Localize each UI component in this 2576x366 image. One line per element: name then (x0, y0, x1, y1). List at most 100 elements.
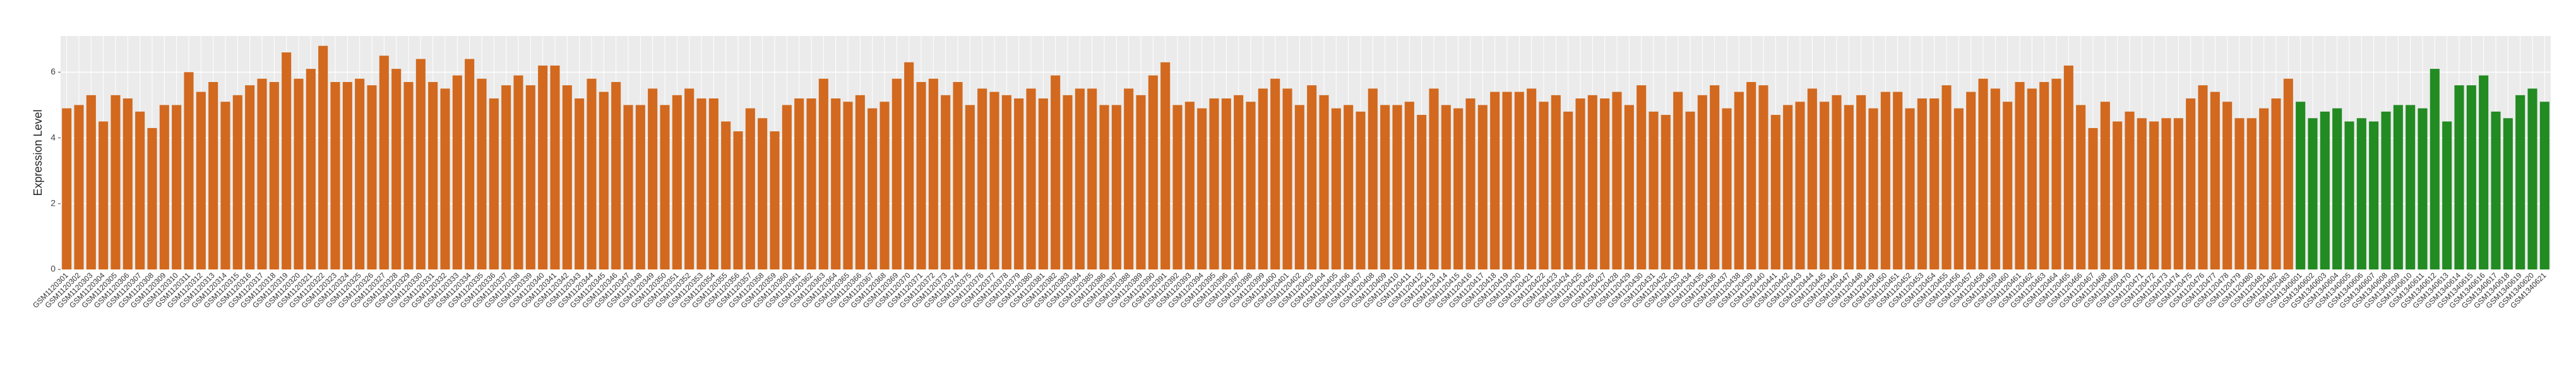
bar (550, 65, 560, 270)
bar (904, 62, 914, 270)
bar (477, 78, 487, 270)
bar (245, 85, 255, 270)
plot-background (61, 36, 2551, 269)
bar (1270, 78, 1280, 270)
bar (1075, 88, 1085, 269)
bar (172, 105, 182, 269)
bar (122, 98, 133, 269)
bar (1734, 92, 1744, 269)
bar (1234, 95, 1244, 270)
bar (1136, 95, 1146, 270)
bar (1649, 111, 1659, 269)
bar (953, 81, 963, 269)
bar (1697, 95, 1707, 270)
bar (342, 81, 352, 269)
bar (2003, 102, 2013, 270)
bar (2271, 98, 2281, 269)
bar (1404, 102, 1414, 270)
bar (1856, 95, 1866, 270)
bar (1746, 81, 1756, 269)
bar (2259, 108, 2269, 269)
bar (2369, 121, 2379, 269)
bar (1612, 92, 1622, 269)
bar (977, 88, 987, 269)
bar (1783, 105, 1793, 269)
bar (367, 85, 377, 270)
bar (1148, 75, 1158, 269)
bar (721, 121, 731, 269)
bar (880, 102, 890, 270)
bar (2051, 78, 2061, 270)
bar (1344, 105, 1354, 269)
bar (1587, 95, 1597, 270)
bar (648, 88, 658, 269)
bar (2088, 127, 2098, 269)
bar (1319, 95, 1329, 270)
bar (2039, 81, 2049, 269)
bar (1172, 105, 1183, 269)
bar (623, 105, 633, 269)
bar (684, 88, 695, 269)
bar (1661, 115, 1671, 269)
bar (2442, 121, 2452, 269)
bar (1197, 108, 1207, 269)
bar (1368, 88, 1378, 269)
bar (184, 72, 194, 269)
bar (1099, 105, 1109, 269)
bar (2173, 118, 2183, 269)
bar (1893, 92, 1903, 269)
bar (403, 81, 414, 269)
y-tick-label: 2 (51, 198, 56, 208)
bar (330, 81, 340, 269)
bar (2406, 105, 2416, 269)
bar (489, 98, 499, 269)
bar (269, 81, 279, 269)
bar (1770, 115, 1780, 269)
bar (1905, 108, 1915, 269)
bar (2113, 121, 2123, 269)
bar (587, 78, 597, 270)
bar (2381, 111, 2391, 269)
bar (1282, 88, 1292, 269)
bar (379, 56, 389, 269)
bar (1880, 92, 1890, 269)
bar (794, 98, 804, 269)
bar (2393, 105, 2403, 269)
bar (855, 95, 865, 270)
bar (159, 105, 169, 269)
bar (1844, 105, 1854, 269)
bar (2491, 111, 2501, 269)
bar (843, 102, 853, 270)
bar (2125, 111, 2135, 269)
bar (86, 95, 96, 270)
bar (465, 59, 475, 269)
bar (1868, 108, 1878, 269)
bar (1209, 98, 1219, 269)
bar (501, 85, 511, 270)
bar (318, 45, 328, 270)
bar (818, 78, 828, 270)
bar (2027, 88, 2037, 269)
bar (525, 85, 535, 270)
bar (2332, 108, 2342, 269)
bar (672, 95, 682, 270)
bar (1941, 85, 1952, 270)
bar (831, 98, 841, 269)
bar (1124, 88, 1134, 269)
bar (1637, 85, 1647, 270)
bar (1710, 85, 1720, 270)
bar (733, 131, 743, 269)
bar (62, 108, 72, 269)
bar (1575, 98, 1585, 269)
bar (1758, 85, 1768, 270)
bar (1978, 78, 1988, 270)
bar (2356, 118, 2366, 269)
bar (2100, 102, 2110, 270)
bar (2186, 98, 2196, 269)
bar (1356, 111, 1366, 269)
bar (1477, 105, 1488, 269)
bar (391, 69, 402, 270)
bar (941, 95, 951, 270)
bar (745, 108, 755, 269)
